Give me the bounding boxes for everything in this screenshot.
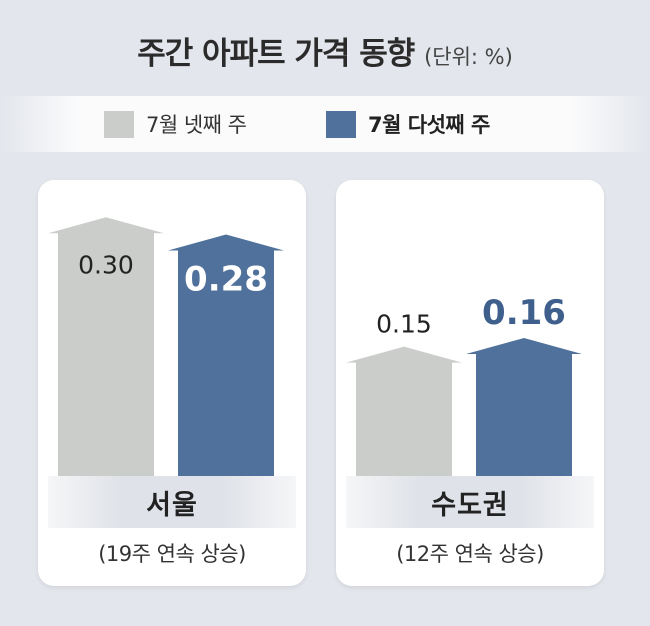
capital-area-value-label-week5: 0.16: [482, 293, 566, 333]
capital-area-region-name: 수도권: [431, 489, 509, 521]
legend: 7월 넷째 주 7월 다섯째 주: [0, 96, 650, 152]
unit-label: (단위: %): [424, 45, 513, 69]
capital-area-value-label-week4: 0.15: [376, 310, 432, 339]
seoul-value-label-week5: 0.28: [184, 260, 268, 300]
seoul-streak-note: (19주 연속 상승): [98, 542, 246, 566]
capital-area-region-band: 수도권: [346, 476, 594, 528]
legend-item-week5: 7월 다섯째 주: [326, 109, 490, 139]
seoul-value-label-week4: 0.30: [78, 250, 134, 279]
capital-area-bar-week4: [346, 346, 462, 476]
seoul-bar-week5: [168, 234, 284, 476]
capital-area-bar-week5: [466, 338, 582, 476]
chart-title: 주간 아파트 가격 동향 (단위: %): [0, 28, 650, 73]
seoul-region-name: 서울: [146, 489, 198, 521]
seoul-region-band: 서울: [48, 476, 296, 528]
title-text: 주간 아파트 가격 동향: [137, 36, 415, 72]
legend-item-week4: 7월 넷째 주: [104, 109, 247, 139]
seoul-bar-chart: 0.30 0.28: [48, 217, 284, 476]
legend-swatch-week5: [326, 110, 356, 138]
legend-label-week4: 7월 넷째 주: [146, 113, 247, 137]
legend-label-week5: 7월 다섯째 주: [368, 113, 490, 137]
seoul-panel: 0.30 0.28 서울 (19주 연속 상승): [38, 180, 306, 586]
capital-area-streak-note: (12주 연속 상승): [396, 542, 544, 566]
legend-swatch-week4: [104, 110, 134, 138]
capital-area-panel: 0.15 0.16 수도권 (12주 연속 상승): [336, 180, 604, 586]
seoul-bar-week4: [48, 217, 164, 476]
capital-area-bar-chart: 0.15 0.16: [346, 293, 582, 476]
